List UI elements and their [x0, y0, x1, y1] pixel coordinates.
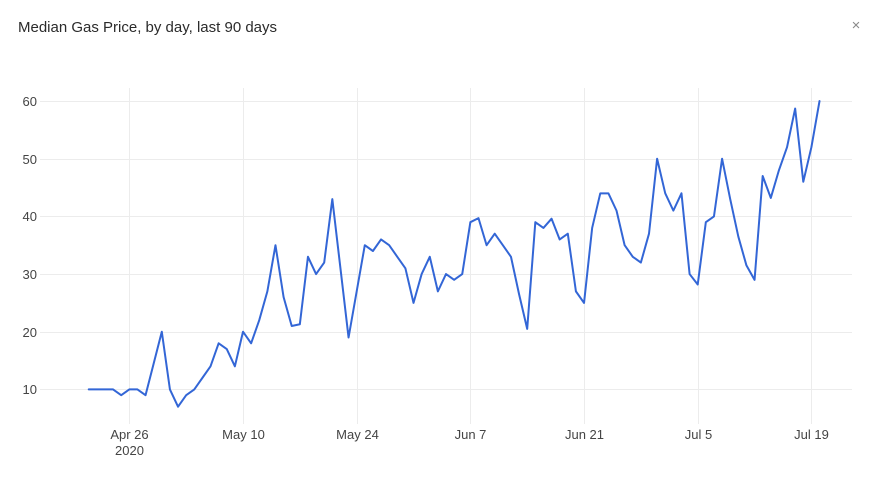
- x-tick-label: May 10: [222, 427, 265, 442]
- y-tick-label: 20: [23, 325, 37, 340]
- series-layer: [87, 100, 821, 408]
- grid-layer: [40, 88, 852, 424]
- y-tick-label: 10: [23, 382, 37, 397]
- x-tick-sublabel: 2020: [115, 443, 144, 458]
- chart-container: 10 20 30 40 50 60 Apr 26 2020 May 10 May 24 Jun 7 J…: [0, 56, 878, 477]
- close-icon[interactable]: ×: [851, 17, 861, 34]
- x-tick-label: Jun 7: [455, 427, 487, 442]
- series-line: [87, 100, 821, 408]
- y-tick-label: 50: [23, 152, 37, 167]
- x-tick-label: Jul 19: [794, 427, 829, 442]
- x-tick-label: May 24: [336, 427, 379, 442]
- x-tick-label: Jul 5: [685, 427, 712, 442]
- y-tick-label: 60: [23, 94, 37, 109]
- y-tick-label: 40: [23, 209, 37, 224]
- x-tick-label: Jun 21: [565, 427, 604, 442]
- panel-header: Median Gas Price, by day, last 90 days ×: [0, 0, 878, 56]
- x-tick-label: Apr 26: [110, 427, 148, 442]
- y-tick-label: 30: [23, 267, 37, 282]
- panel-title: Median Gas Price, by day, last 90 days: [18, 19, 278, 36]
